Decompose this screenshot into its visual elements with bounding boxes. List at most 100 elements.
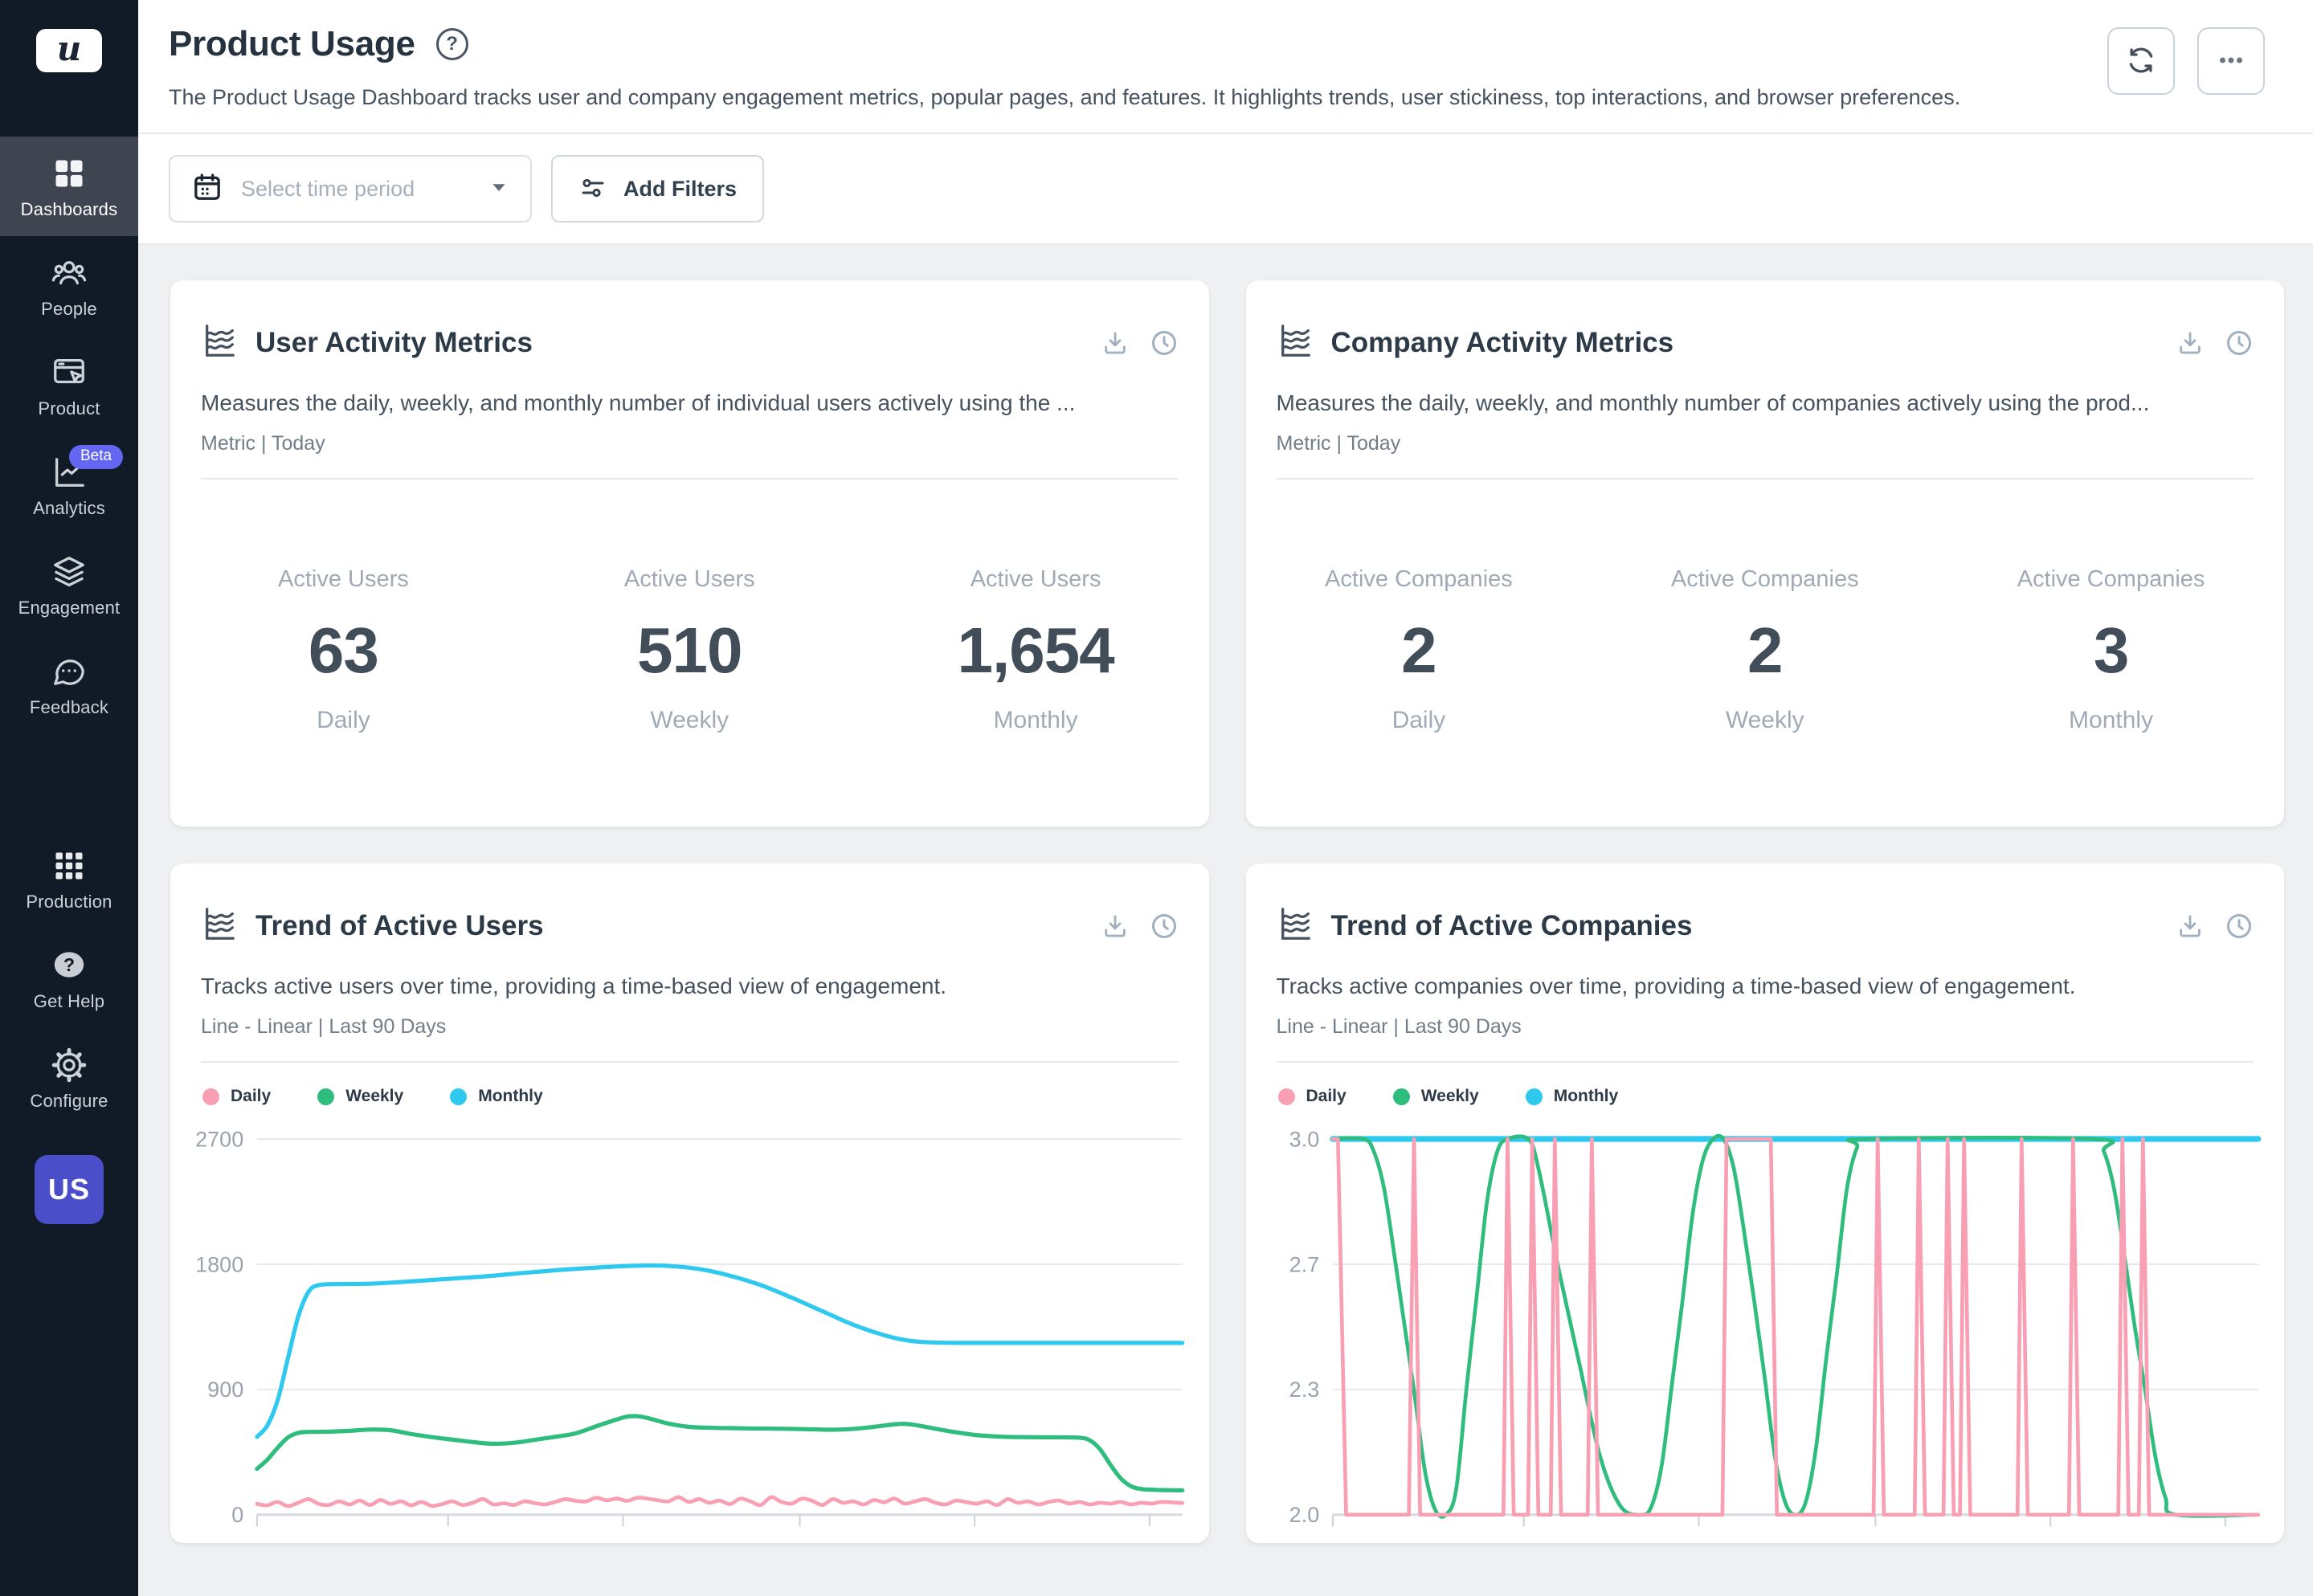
svg-text:2.0: 2.0 — [1289, 1503, 1319, 1527]
legend-dot-daily — [202, 1088, 219, 1105]
legend-label: Weekly — [345, 1087, 403, 1106]
card-description: Tracks active companies over time, provi… — [1277, 974, 2254, 999]
configure-icon — [50, 1046, 88, 1084]
filter-bar: Select time period Add Filters — [138, 134, 2313, 245]
sidebar-item-analytics[interactable]: Beta Analytics — [0, 435, 138, 535]
more-options-button[interactable] — [2197, 27, 2265, 95]
add-filters-button[interactable]: Add Filters — [551, 155, 764, 222]
metric-value: 510 — [517, 614, 863, 688]
time-period-placeholder: Select time period — [241, 177, 471, 202]
download-icon[interactable] — [1101, 912, 1129, 940]
page-subtitle: The Product Usage Dashboard tracks user … — [169, 85, 1960, 110]
engagement-icon — [50, 553, 88, 591]
legend-dot-monthly — [450, 1088, 467, 1105]
sidebar-item-label: Feedback — [30, 697, 108, 718]
chart-area: 270018009000Nov 24, 2023Dec 11, 2023Dec … — [170, 1109, 1209, 1543]
download-icon[interactable] — [2176, 329, 2204, 357]
legend-label: Monthly — [1554, 1087, 1618, 1106]
dashboards-icon — [50, 154, 88, 193]
sidebar-item-label: People — [41, 299, 97, 320]
brand-logo[interactable]: u — [36, 29, 102, 72]
refresh-icon — [2124, 43, 2158, 80]
metric-label: Active Users — [863, 566, 1209, 593]
legend-item-daily[interactable]: Daily — [202, 1087, 271, 1106]
sidebar-item-people[interactable]: People — [0, 236, 138, 336]
svg-text:2.7: 2.7 — [1289, 1252, 1319, 1276]
metric-period: Daily — [170, 707, 517, 734]
card-meta: Line - Linear | Last 90 Days — [1277, 1015, 2254, 1039]
card-meta: Line - Linear | Last 90 Days — [201, 1015, 1179, 1039]
legend-label: Daily — [1306, 1087, 1347, 1106]
metrics-row: Active Companies 2 Daily Active Companie… — [1246, 480, 2285, 734]
legend-item-weekly[interactable]: Weekly — [1393, 1087, 1479, 1106]
people-icon — [50, 254, 88, 292]
card-meta: Metric | Today — [201, 432, 1179, 455]
history-clock-icon[interactable] — [1150, 329, 1179, 357]
chevron-down-icon — [488, 177, 509, 202]
legend-dot-monthly — [1526, 1088, 1543, 1105]
card-title: Company Activity Metrics — [1331, 327, 2177, 359]
chart-area: 3.02.72.32.0Nov 24, 2023Dec 11, 2023Dec … — [1246, 1109, 2285, 1543]
sidebar-item-product[interactable]: Product — [0, 336, 138, 435]
sidebar-item-dashboards[interactable]: Dashboards — [0, 137, 138, 236]
svg-text:0: 0 — [231, 1503, 243, 1527]
sidebar-item-production[interactable]: Production — [0, 829, 138, 929]
page-header-text: Product Usage ? The Product Usage Dashbo… — [169, 24, 1960, 110]
sidebar-item-get-help[interactable]: ? Get Help — [0, 929, 138, 1028]
metric-weekly: Active Companies 2 Weekly — [1592, 566, 1938, 734]
metric-daily: Active Companies 2 Daily — [1246, 566, 1592, 734]
sidebar-item-label: Get Help — [34, 991, 104, 1012]
chart-legend: Daily Weekly Monthly — [170, 1063, 1209, 1109]
history-clock-icon[interactable] — [1150, 912, 1179, 941]
app-root: u Dashboards People Product — [0, 0, 2313, 1596]
product-icon — [50, 353, 88, 392]
metric-period: Weekly — [1592, 707, 1938, 734]
legend-item-daily[interactable]: Daily — [1278, 1087, 1347, 1106]
svg-text:1800: 1800 — [195, 1252, 243, 1276]
legend-label: Weekly — [1421, 1087, 1479, 1106]
sidebar-item-feedback[interactable]: Feedback — [0, 635, 138, 734]
legend-dot-weekly — [1393, 1088, 1410, 1105]
sliders-icon — [578, 173, 607, 205]
sidebar-item-configure[interactable]: Configure — [0, 1028, 138, 1128]
legend-dot-daily — [1278, 1088, 1295, 1105]
svg-text:3.0: 3.0 — [1289, 1127, 1319, 1151]
sidebar-item-label: Dashboards — [21, 199, 118, 220]
sidebar-item-engagement[interactable]: Engagement — [0, 535, 138, 635]
download-icon[interactable] — [1101, 329, 1129, 357]
metric-label: Active Users — [517, 566, 863, 593]
sidebar-item-label: Engagement — [18, 598, 121, 618]
metric-period: Weekly — [517, 707, 863, 734]
legend-item-monthly[interactable]: Monthly — [1526, 1087, 1618, 1106]
metric-value: 2 — [1246, 614, 1592, 688]
history-clock-icon[interactable] — [2225, 329, 2254, 357]
ellipsis-icon — [2214, 43, 2248, 80]
legend-label: Daily — [231, 1087, 271, 1106]
card-description: Measures the daily, weekly, and monthly … — [201, 390, 1179, 416]
download-icon[interactable] — [2176, 912, 2204, 940]
dashboard-grid: User Activity Metrics Measures the daily… — [138, 245, 2313, 1596]
history-clock-icon[interactable] — [2225, 912, 2254, 941]
metric-value: 63 — [170, 614, 517, 688]
metric-label: Active Companies — [1938, 566, 2284, 593]
help-icon[interactable]: ? — [436, 28, 468, 60]
metric-period: Daily — [1246, 707, 1592, 734]
card-description: Measures the daily, weekly, and monthly … — [1277, 390, 2254, 416]
beta-badge: Beta — [69, 445, 123, 469]
legend-dot-weekly — [317, 1088, 334, 1105]
production-icon — [50, 847, 88, 885]
refresh-button[interactable] — [2107, 27, 2175, 95]
calendar-icon — [191, 171, 223, 207]
time-period-select[interactable]: Select time period — [169, 155, 532, 222]
legend-item-monthly[interactable]: Monthly — [450, 1087, 542, 1106]
svg-text:2.3: 2.3 — [1289, 1378, 1319, 1402]
user-avatar[interactable]: US — [35, 1155, 104, 1224]
svg-text:2700: 2700 — [195, 1127, 243, 1151]
legend-item-weekly[interactable]: Weekly — [317, 1087, 403, 1106]
add-filters-label: Add Filters — [623, 177, 737, 202]
card-company-activity-metrics: Company Activity Metrics Measures the da… — [1246, 280, 2285, 827]
metric-value: 1,654 — [863, 614, 1209, 688]
sidebar: u Dashboards People Product — [0, 0, 138, 1596]
metric-monthly: Active Users 1,654 Monthly — [863, 566, 1209, 734]
card-meta: Metric | Today — [1277, 432, 2254, 455]
